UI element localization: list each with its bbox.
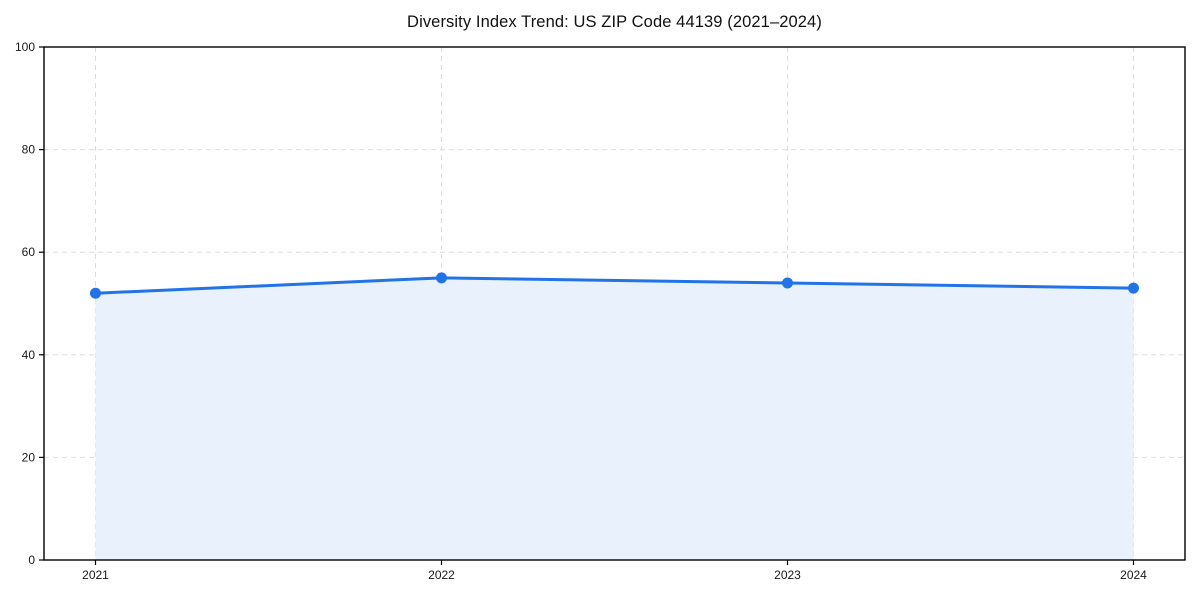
y-tick-label: 100 [15, 40, 35, 54]
plot-frame [43, 46, 1186, 561]
data-point [782, 277, 793, 289]
axis-ticks [39, 46, 1135, 565]
y-tick-label: 80 [22, 143, 36, 157]
data-point [1128, 282, 1139, 294]
y-tick-label: 40 [22, 348, 36, 362]
area-fill [95, 277, 1134, 560]
x-tick-label: 2022 [428, 568, 455, 582]
data-point [436, 272, 447, 284]
data-point [90, 287, 101, 299]
chart-title: Diversity Index Trend: US ZIP Code 44139… [407, 13, 822, 31]
y-tick-label: 20 [22, 450, 36, 464]
axis-tick-labels: 0 20 40 60 80 100 2021 2022 2023 2024 [15, 40, 1147, 582]
trend-line [94, 276, 1135, 295]
data-points [90, 272, 1139, 299]
y-tick-label: 60 [22, 245, 36, 259]
x-tick-label: 2024 [1120, 568, 1147, 582]
x-tick-label: 2023 [774, 568, 801, 582]
x-tick-label: 2021 [82, 568, 109, 582]
y-tick-label: 0 [28, 553, 35, 567]
